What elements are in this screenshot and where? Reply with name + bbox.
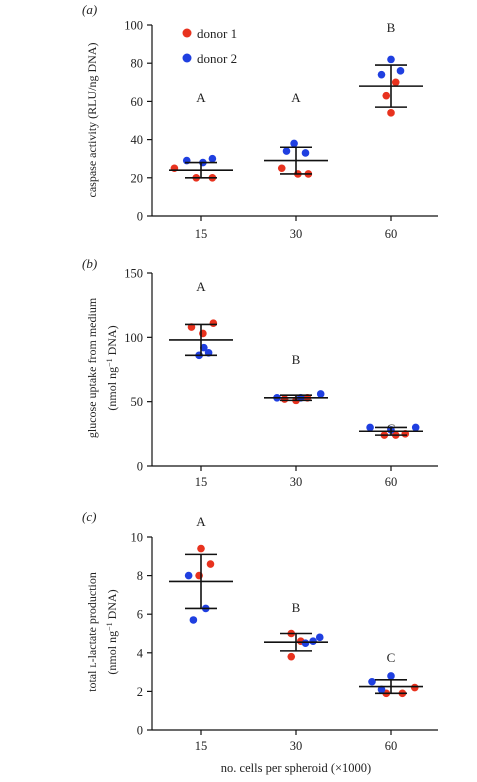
data-point-donor2: [208, 154, 217, 163]
x-tick-label: 60: [385, 739, 398, 753]
y-tick-label: 20: [131, 171, 144, 185]
data-point-donor1: [287, 652, 296, 661]
data-point-donor2: [189, 616, 198, 624]
data-point-donor2: [396, 67, 405, 75]
y-tick-label: 0: [137, 724, 143, 738]
y-tick-label: 50: [131, 395, 144, 409]
data-point-donor2: [377, 70, 386, 79]
legend-swatch-donor2: [182, 53, 192, 63]
y-tick-label: 8: [137, 569, 143, 583]
data-point-donor2: [282, 147, 291, 155]
x-tick-label: 30: [290, 227, 303, 241]
panel-a: (a) caspase activity (RLU/ng DNA) donor …: [82, 2, 438, 241]
data-point-donor2: [290, 139, 298, 148]
x-tick-label: 30: [290, 475, 303, 489]
panel-c-xlabel: no. cells per spheroid (×1000): [221, 761, 371, 775]
panel-b-label: (b): [82, 256, 97, 271]
legend-label-donor1: donor 1: [197, 26, 237, 41]
data-point-donor1: [391, 78, 400, 87]
data-point-donor2: [316, 390, 325, 398]
legend: donor 1 donor 2: [182, 26, 237, 66]
plot-a: 0 20 40 60 80 100 15 30 60 A A B: [124, 19, 438, 241]
data-point-donor2: [387, 55, 395, 64]
data-point-donor2: [184, 571, 193, 580]
y-tick-label: 2: [137, 685, 143, 699]
y-tick-label: 0: [137, 460, 143, 474]
x-tick-label: 15: [195, 739, 208, 753]
data-point-donor2: [309, 637, 317, 646]
y-tick-label: 60: [131, 95, 144, 109]
y-tick-label: 0: [137, 210, 143, 224]
group-letter: B: [387, 20, 396, 35]
group-letter: A: [196, 514, 206, 529]
data-point-donor2: [301, 149, 310, 157]
x-tick-label: 15: [195, 227, 208, 241]
data-point-donor2: [366, 423, 374, 432]
group-letter: A: [291, 90, 301, 105]
group-letter: B: [292, 600, 301, 615]
y-tick-label: 4: [137, 646, 144, 660]
data-point-donor1: [277, 164, 286, 173]
legend-swatch-donor1: [182, 28, 192, 38]
data-point-donor1: [280, 395, 289, 403]
panel-c-ylabel-line2: (nmol ng−1 DNA): [105, 589, 119, 674]
data-point-donor2: [377, 685, 386, 694]
data-point-donor1: [410, 683, 419, 692]
panel-c-label: (c): [82, 509, 96, 524]
data-point-donor1: [382, 91, 391, 100]
y-tick-label: 150: [124, 267, 143, 281]
data-point-donor2: [387, 672, 395, 680]
group-letter: C: [387, 650, 396, 665]
panel-a-label: (a): [82, 2, 97, 17]
group-letter: A: [196, 90, 206, 105]
data-point-donor2: [301, 639, 310, 647]
data-point-donor1: [209, 319, 218, 327]
panel-b: (b) glucose uptake from medium (nmol ng−…: [82, 256, 438, 489]
legend-label-donor2: donor 2: [197, 51, 237, 66]
panel-a-ylabel: caspase activity (RLU/ng DNA): [85, 43, 99, 198]
data-point-donor2: [200, 343, 208, 352]
y-tick-label: 100: [124, 19, 143, 33]
data-point-donor1: [387, 109, 395, 117]
data-point-donor1: [197, 544, 205, 553]
data-point-donor2: [368, 677, 376, 686]
group-letter: B: [292, 352, 301, 367]
panel-b-ylabel-line2: (nmol ng−1 DNA): [105, 325, 119, 410]
plot-c: 0 2 4 6 8 10 15 30 60 A B C: [131, 514, 438, 753]
panel-c-ylabel-line1: total ʟ-lactate production: [85, 572, 99, 692]
panel-b-ylabel-line1: glucose uptake from medium: [85, 297, 99, 438]
y-tick-label: 10: [131, 531, 144, 545]
data-point-donor1: [206, 560, 215, 568]
x-tick-label: 30: [290, 739, 303, 753]
y-tick-label: 80: [131, 57, 144, 71]
plot-b: 050100150153060ABC: [124, 267, 438, 489]
x-tick-label: 15: [195, 475, 208, 489]
data-point-donor2: [315, 633, 324, 642]
data-point-donor2: [411, 423, 420, 432]
x-tick-label: 60: [385, 475, 398, 489]
y-tick-label: 40: [131, 133, 144, 147]
panel-c: (c) total ʟ-lactate production (nmol ng−…: [82, 509, 438, 775]
x-tick-label: 60: [385, 227, 398, 241]
group-letter: A: [196, 279, 206, 294]
y-tick-label: 6: [137, 608, 143, 622]
y-tick-label: 100: [124, 331, 143, 345]
